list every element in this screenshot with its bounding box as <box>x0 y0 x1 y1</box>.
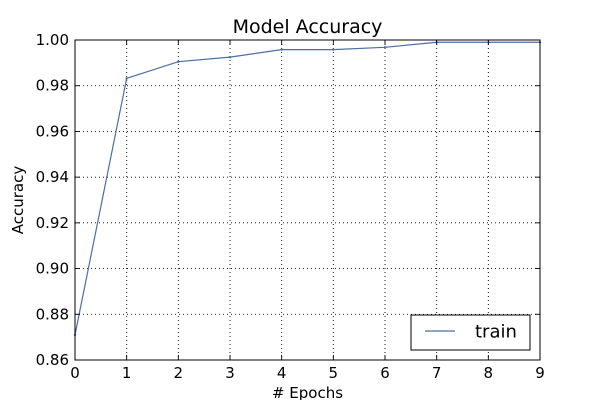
data-point <box>177 60 180 63</box>
y-tick-label: 0.86 <box>36 351 69 369</box>
x-tick-label: 8 <box>484 364 494 382</box>
x-axis-label: # Epochs <box>272 384 343 400</box>
y-tick-label: 0.96 <box>36 122 69 140</box>
legend-label-train: train <box>475 322 517 343</box>
x-tick-label: 6 <box>380 364 390 382</box>
x-tick-label: 7 <box>432 364 442 382</box>
y-axis-label: Accuracy <box>9 166 27 235</box>
x-tick-label: 3 <box>225 364 235 382</box>
x-tick-label: 1 <box>122 364 132 382</box>
series-line-train <box>74 41 540 335</box>
x-tick-label: 0 <box>70 364 80 382</box>
legend-box <box>410 314 531 351</box>
x-tick-label: 4 <box>277 364 287 382</box>
data-point <box>228 55 232 59</box>
x-tick-label: 5 <box>329 364 339 382</box>
plot-frame <box>74 39 541 361</box>
data-point <box>332 48 335 51</box>
y-tick-label: 0.98 <box>36 77 69 95</box>
y-tick-label: 0.88 <box>36 305 69 323</box>
y-tick-label: 1.00 <box>36 31 69 49</box>
data-point <box>280 48 283 51</box>
legend: train <box>410 314 531 351</box>
x-tick-label: 2 <box>174 364 184 382</box>
ticks: 0 1 2 3 4 5 6 7 8 9 0.86 0.88 0.90 0.92 0.94 0.96 0.98 1.… <box>36 31 545 382</box>
x-tick-label: 9 <box>535 364 545 382</box>
data-point <box>383 46 387 49</box>
chart-title: Model Accuracy <box>233 16 383 38</box>
grid <box>75 40 540 360</box>
y-tick-label: 0.90 <box>36 260 69 278</box>
data-point <box>125 77 128 80</box>
y-tick-label: 0.94 <box>36 168 69 186</box>
y-tick-label: 0.92 <box>36 214 69 232</box>
